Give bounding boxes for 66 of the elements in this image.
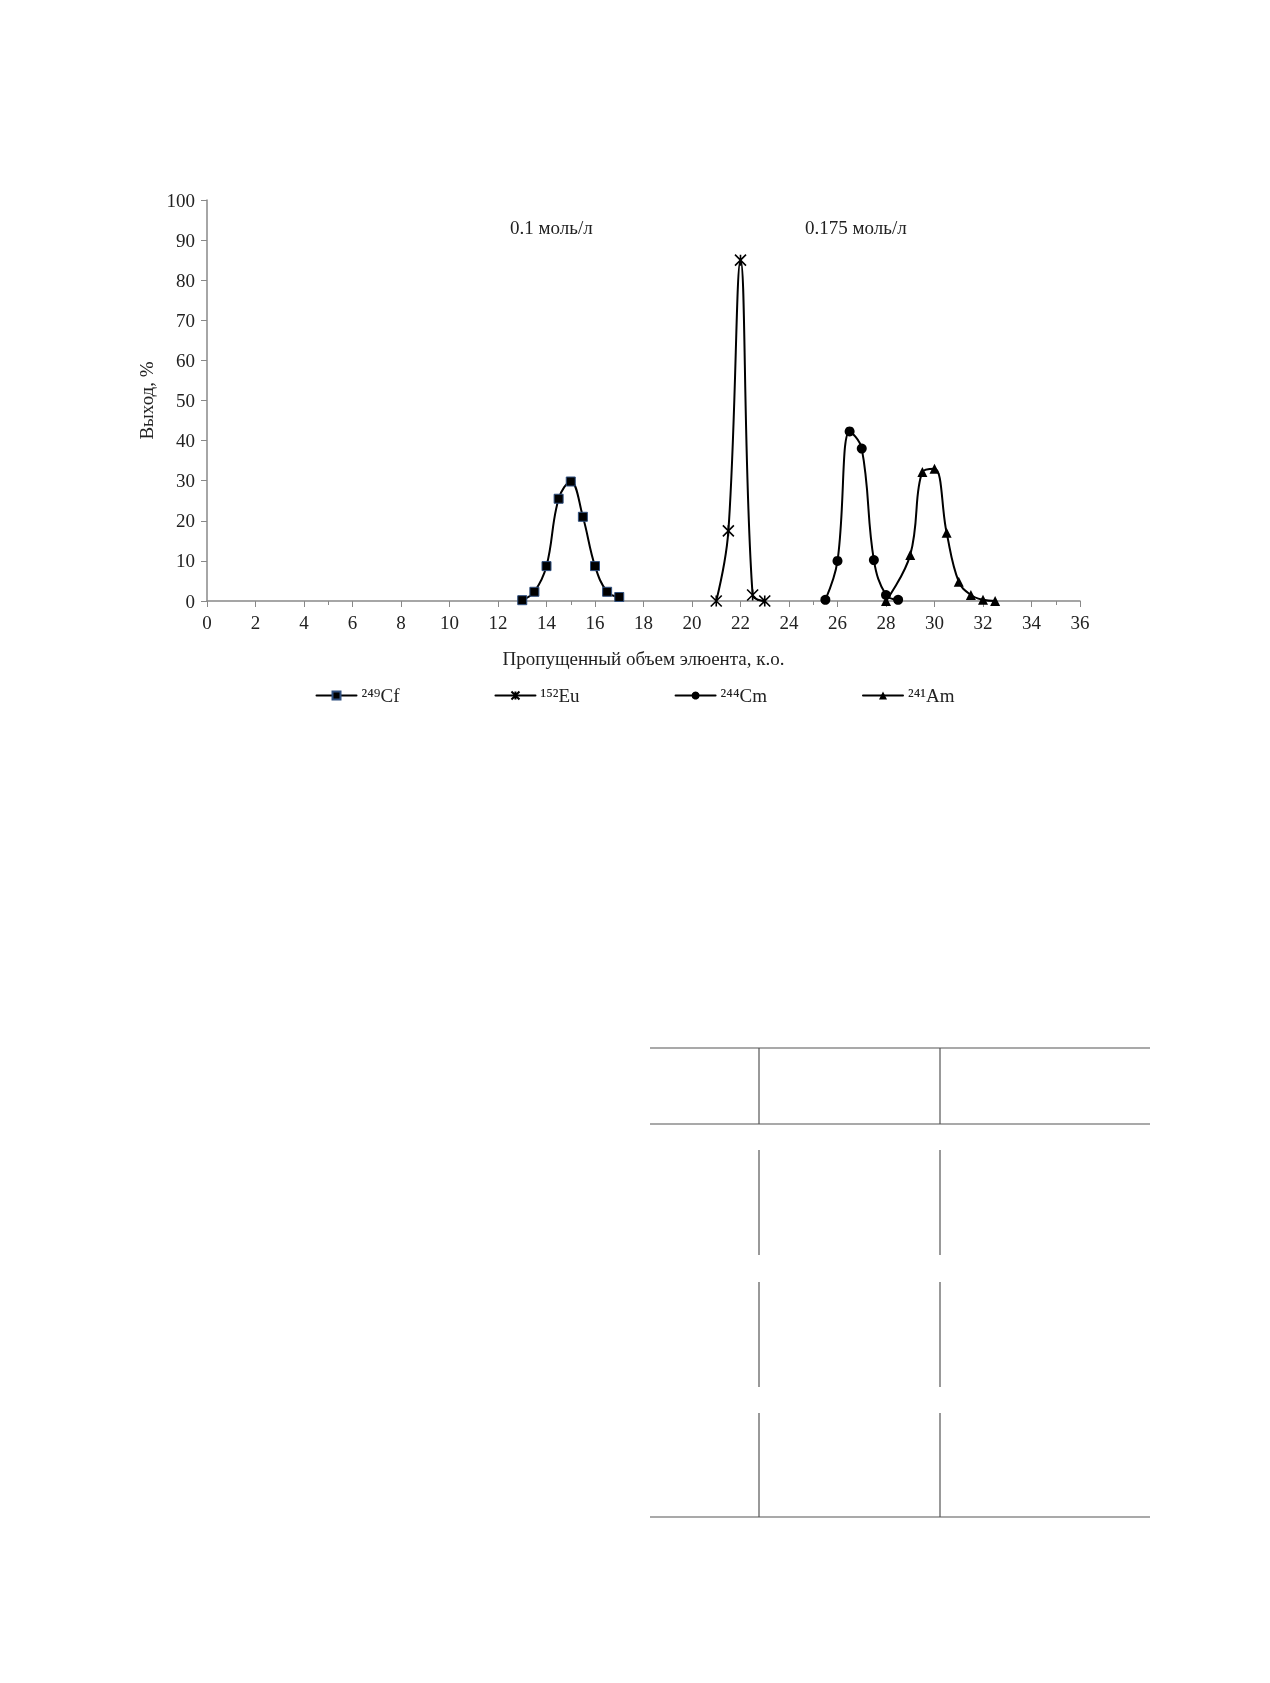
y-tick-label: 30 — [176, 470, 195, 492]
x-tick-label: 20 — [682, 612, 702, 633]
x-tick-label: 0 — [202, 612, 212, 633]
point — [856, 443, 867, 454]
x-tick-label: 36 — [1070, 612, 1090, 633]
x-tick-label: 18 — [634, 612, 653, 633]
point — [709, 594, 723, 608]
legend-label: ²⁴⁹Cf — [361, 685, 401, 706]
x-tick-label: 4 — [299, 612, 310, 633]
x-tick-label: 12 — [488, 612, 508, 633]
point — [722, 524, 735, 538]
point — [758, 594, 772, 608]
x-tick-label: 14 — [537, 612, 557, 633]
point — [746, 588, 759, 602]
y-tick-label: 10 — [176, 550, 195, 572]
y-tick-label: 70 — [176, 309, 195, 331]
y-tick-label: 40 — [176, 430, 195, 452]
point — [941, 527, 952, 538]
legend-label: ²⁴¹Am — [907, 685, 955, 706]
point — [734, 253, 747, 267]
point — [565, 476, 576, 487]
point — [553, 493, 564, 504]
point — [517, 595, 528, 606]
point — [905, 549, 916, 560]
point — [953, 576, 964, 587]
point — [820, 594, 831, 605]
point — [868, 555, 879, 566]
x-tick-label: 34 — [1022, 612, 1042, 633]
y-tick-label: 60 — [176, 349, 195, 371]
point — [614, 591, 625, 602]
y-tick-label: 50 — [176, 390, 195, 411]
x-tick-label: 24 — [779, 612, 799, 633]
x-tick-label: 2 — [250, 612, 261, 633]
point — [590, 561, 600, 572]
x-tick-label: 22 — [731, 612, 750, 633]
point — [929, 463, 940, 474]
y-tick-label: 100 — [166, 189, 195, 211]
legend-label: ²⁴⁴Cm — [720, 685, 768, 706]
point — [541, 561, 552, 572]
point — [990, 596, 1001, 606]
point — [965, 589, 976, 600]
y-tick-label: 90 — [176, 229, 195, 251]
point — [577, 511, 588, 522]
point — [893, 594, 904, 605]
y-tick-label: 80 — [176, 269, 195, 291]
point — [602, 586, 613, 597]
point — [917, 466, 928, 477]
legend-label: ¹⁵²Eu — [540, 685, 581, 706]
x-tick-label: 10 — [440, 612, 459, 633]
y-axis-title: Выход, % — [135, 361, 157, 440]
annotation: 0.1 моль/л — [510, 217, 594, 238]
x-tick-label: 28 — [876, 612, 896, 633]
x-tick-label: 26 — [828, 612, 847, 633]
point — [529, 586, 540, 597]
x-tick-label: 8 — [396, 612, 406, 633]
x-tick-label: 6 — [347, 612, 358, 633]
annotation: 0.175 моль/л — [805, 217, 908, 238]
x-axis-title: Пропущенный объем элюента, к.о. — [502, 648, 785, 669]
x-tick-label: 16 — [585, 612, 605, 633]
x-tick-label: 30 — [925, 612, 944, 633]
point — [832, 555, 843, 566]
y-tick-label: 20 — [176, 510, 195, 532]
point — [844, 426, 855, 437]
x-tick-label: 32 — [973, 612, 993, 633]
y-tick-label: 0 — [185, 590, 195, 612]
point — [978, 594, 988, 605]
